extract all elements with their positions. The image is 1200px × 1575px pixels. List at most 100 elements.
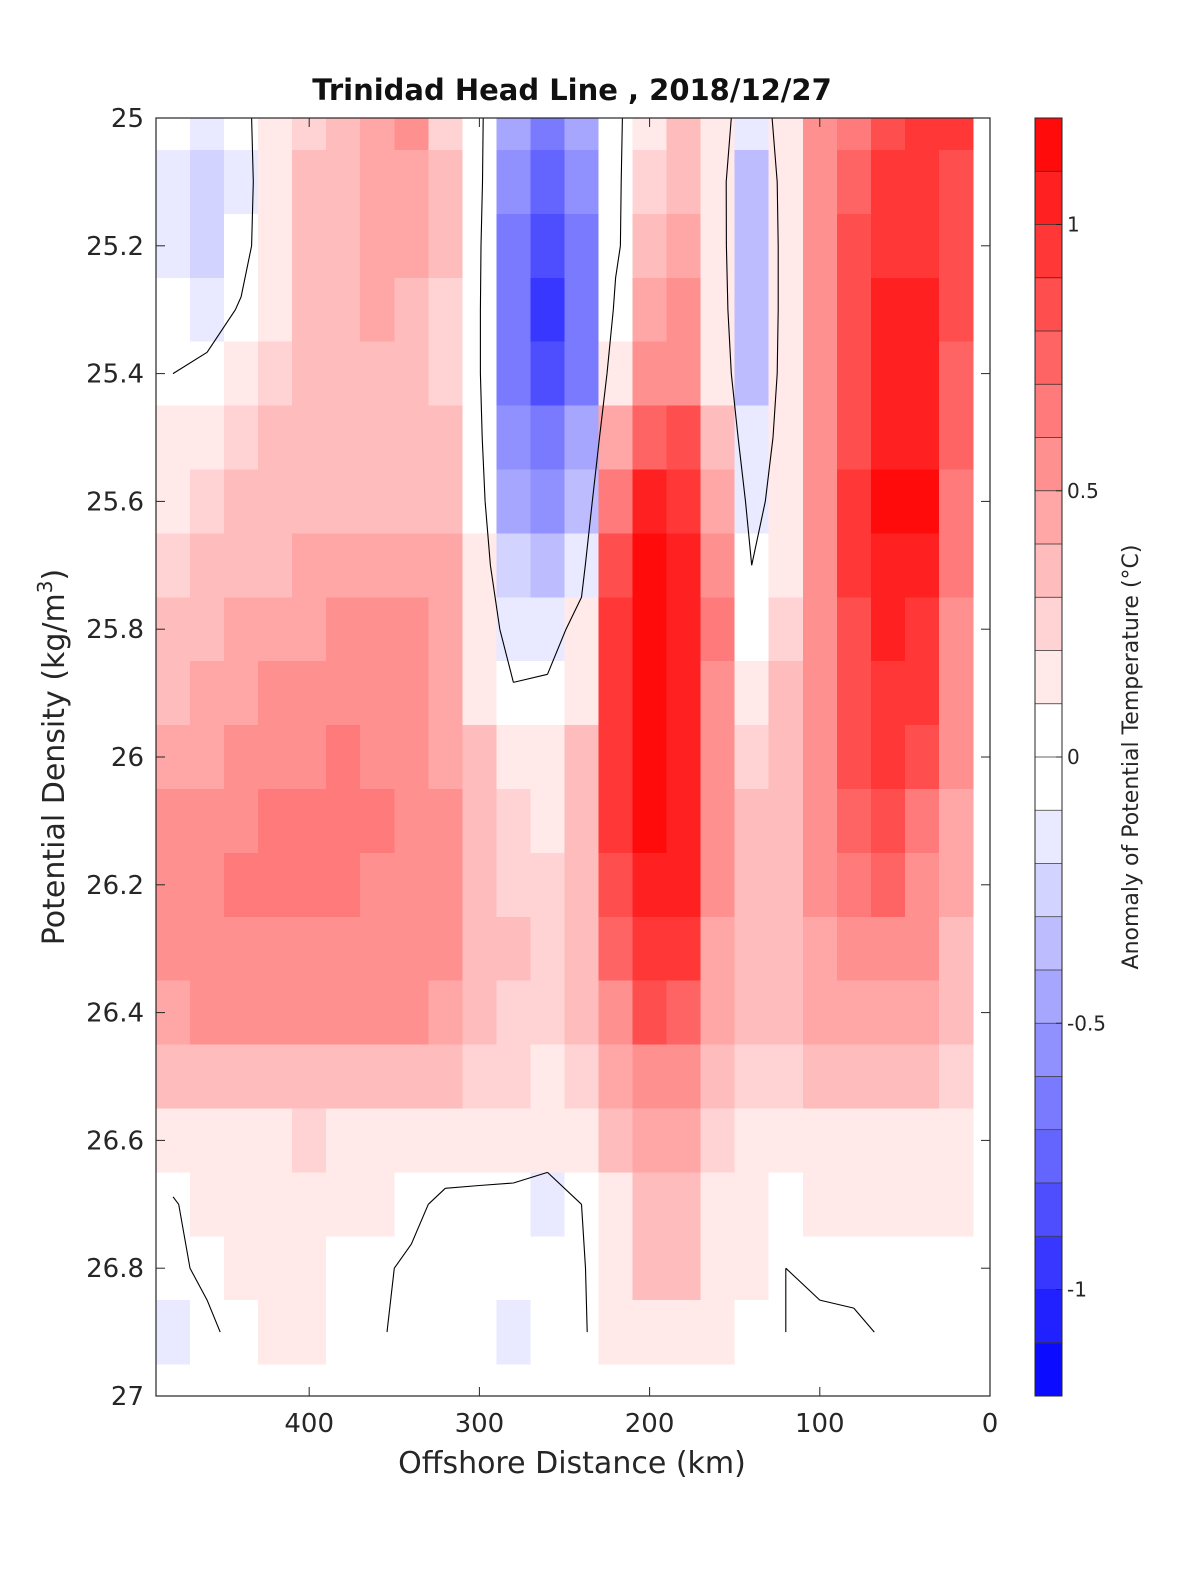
heatmap-cell — [598, 1236, 634, 1301]
heatmap-cell — [768, 1044, 804, 1110]
heatmap-cell — [666, 980, 702, 1046]
heatmap-cell — [292, 341, 327, 407]
heatmap-cell — [768, 213, 804, 279]
heatmap-cell — [700, 1300, 736, 1365]
heatmap-cell — [870, 725, 906, 790]
heatmap-cell — [564, 1300, 600, 1365]
heatmap-cell — [938, 405, 974, 471]
heatmap-cell — [666, 1172, 702, 1237]
colorbar-swatch — [1035, 1076, 1062, 1131]
heatmap-cell — [632, 341, 668, 407]
heatmap-cell — [360, 341, 395, 407]
heatmap-cell — [326, 277, 361, 343]
heatmap-cell — [224, 1172, 259, 1237]
heatmap-cell — [394, 1300, 429, 1365]
heatmap-cell — [428, 661, 463, 726]
heatmap-cell — [224, 980, 259, 1046]
heatmap-cell — [700, 788, 736, 854]
heatmap-cell — [904, 405, 940, 471]
heatmap-cell — [870, 533, 906, 598]
heatmap-cell — [700, 1108, 736, 1173]
heatmap-cell — [530, 788, 566, 854]
heatmap-cell — [326, 149, 361, 215]
heatmap-cell — [870, 1172, 906, 1237]
colorbar-swatch — [1035, 490, 1062, 545]
heatmap-cell — [700, 341, 736, 407]
heatmap-cell — [904, 980, 940, 1046]
heatmap-cell — [394, 1236, 429, 1301]
colorbar: 1 0.5 0 -0.5 -1 — [1035, 118, 1106, 1397]
heatmap-cell — [292, 469, 327, 534]
heatmap-cell — [530, 597, 566, 662]
colorbar-swatch — [1035, 1342, 1062, 1397]
heatmap-cell — [904, 118, 940, 151]
heatmap-cell — [496, 852, 532, 918]
colorbar-swatch — [1035, 650, 1062, 705]
heatmap-cell — [700, 1044, 736, 1110]
heatmap-cell — [870, 980, 906, 1046]
heatmap-cell — [598, 788, 634, 854]
heatmap-cell — [938, 341, 974, 407]
heatmap-cell — [258, 1044, 293, 1110]
contour-line — [172, 117, 875, 1333]
heatmap-cell — [938, 852, 974, 918]
heatmap-cell — [428, 916, 463, 982]
heatmap-cell — [156, 661, 191, 726]
heatmap-cell — [156, 1044, 191, 1110]
heatmap-cell — [224, 1300, 259, 1365]
heatmap-cell — [360, 980, 395, 1046]
heatmap-cell — [870, 1300, 906, 1365]
heatmap-cell — [598, 533, 634, 598]
heatmap-cell — [632, 1300, 668, 1365]
heatmap-cell — [564, 405, 600, 471]
colorbar-swatch — [1035, 384, 1062, 438]
heatmap-cell — [802, 405, 838, 471]
heatmap-cell — [870, 118, 906, 151]
heatmap-cell — [428, 118, 463, 151]
heatmap-cell — [326, 341, 361, 407]
heatmap-cell — [530, 916, 566, 982]
heatmap-cell — [666, 725, 702, 790]
heatmap-cell — [326, 469, 361, 534]
colorbar-swatch — [1035, 863, 1062, 918]
heatmap-cell — [564, 277, 600, 343]
heatmap-cell — [258, 213, 293, 279]
heatmap-cell — [870, 1108, 906, 1173]
heatmap-cell — [700, 469, 736, 534]
heatmap-cell — [428, 852, 463, 918]
heatmap-cell — [530, 1108, 566, 1173]
heatmap-cell — [258, 661, 293, 726]
heatmap-cell — [156, 916, 191, 982]
heatmap-cell — [802, 1300, 838, 1365]
heatmap-cell — [530, 469, 566, 534]
colorbar-frame — [1034, 117, 1063, 1397]
heatmap-cell — [394, 980, 429, 1046]
chart-title: Trinidad Head Line , 2018/12/27 — [312, 73, 832, 107]
heatmap-cell — [530, 533, 566, 598]
heatmap-cell — [802, 1044, 838, 1110]
heatmap-cell — [904, 1044, 940, 1110]
heatmap-cell — [904, 1236, 940, 1301]
heatmap-cell — [496, 916, 532, 982]
heatmap-cell — [700, 405, 736, 471]
heatmap-cell — [360, 533, 395, 598]
heatmap-cell — [326, 213, 361, 279]
heatmap-cell — [802, 852, 838, 918]
heatmap-cell — [394, 533, 429, 598]
colorbar-tick-label: 0.5 — [1067, 479, 1099, 503]
heatmap-cell — [870, 1044, 906, 1110]
heatmap-cell — [598, 980, 634, 1046]
heatmap-cell — [190, 405, 225, 471]
heatmap-cell — [394, 469, 429, 534]
heatmap-cell — [870, 852, 906, 918]
heatmap-cell — [802, 597, 838, 662]
heatmap-cell — [462, 469, 498, 534]
heatmap-cell — [598, 597, 634, 662]
heatmap-cell — [462, 533, 498, 598]
colorbar-swatch — [1035, 171, 1062, 225]
heatmap-cell — [394, 597, 429, 662]
heatmap-cell — [734, 916, 770, 982]
heatmap-cell — [530, 1172, 566, 1237]
colorbar-tick-label: -1 — [1067, 1278, 1087, 1302]
heatmap-cell — [598, 213, 634, 279]
